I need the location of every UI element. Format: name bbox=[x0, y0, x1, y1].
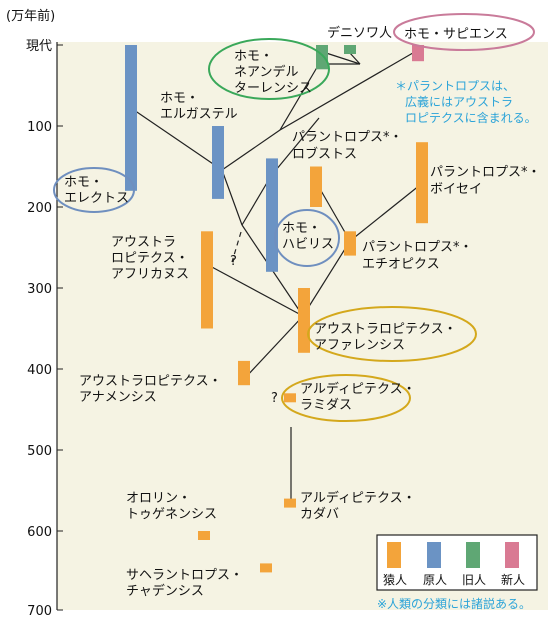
tick-label: 現代 bbox=[26, 39, 52, 54]
lineage-lines bbox=[130, 49, 421, 503]
species-bars bbox=[125, 45, 428, 573]
lineage-line bbox=[302, 240, 351, 317]
tick-label: 700 bbox=[27, 604, 52, 619]
bar-habilis bbox=[266, 158, 278, 272]
tick-label: 400 bbox=[27, 363, 52, 378]
bar-kadabba bbox=[284, 498, 296, 508]
label-neanderthal: ホモ・ ネアンデル ターレンシス bbox=[234, 49, 312, 96]
legend-label-old-man: 旧人 bbox=[462, 573, 486, 587]
label-aethiopicus: パラントロプス*・ エチオピクス bbox=[362, 240, 477, 272]
bar-afarensis bbox=[298, 288, 310, 353]
lineage-line bbox=[221, 169, 243, 226]
legend-swatch-primitive-man bbox=[427, 542, 441, 568]
label-habilis: ホモ・ ハビリス bbox=[282, 221, 334, 252]
label-africanus: アウストラ ロピテクス・ アフリカヌス bbox=[111, 235, 193, 282]
neanderthal-ellipse bbox=[208, 38, 330, 100]
label-afarensis: アウストラロピテクス・ アファレンシス bbox=[314, 322, 461, 353]
legend-swatch-old-man bbox=[466, 542, 480, 568]
afarensis-ellipse bbox=[307, 306, 477, 362]
erectus-ellipse bbox=[53, 167, 135, 213]
bar-aethiopicus bbox=[344, 231, 356, 256]
label-ramidus: アルディピテクス・ ラミダス bbox=[300, 381, 420, 413]
axis-unit-label: (万年前) bbox=[6, 8, 55, 24]
lineage-line bbox=[322, 51, 361, 65]
label-ergaster: ホモ・ エルガステル bbox=[160, 91, 238, 122]
label-erectus: ホモ・ エレクトス bbox=[64, 175, 129, 206]
label-tchadensis: サヘラントロプス・ チャデンシス bbox=[126, 568, 247, 599]
label-boisei: パラントロプス*・ ボイセイ bbox=[430, 165, 545, 197]
lineage-line bbox=[349, 184, 421, 242]
sapiens-ellipse bbox=[393, 13, 535, 51]
question-mark: ? bbox=[271, 391, 278, 406]
bar-boisei bbox=[416, 142, 428, 224]
bar-anamensis bbox=[238, 360, 250, 386]
label-kadabba: アルディピテクス・ カダバ bbox=[300, 490, 420, 522]
ramidus-ellipse bbox=[281, 374, 411, 422]
tick-label: 200 bbox=[27, 201, 52, 216]
axis-ticks bbox=[57, 44, 63, 611]
legend-label-new-man: 新人 bbox=[501, 572, 525, 587]
tick-label: 300 bbox=[27, 282, 52, 297]
label-robustus: パラントロプス*・ ロブストス bbox=[292, 130, 407, 162]
bar-ergaster bbox=[212, 126, 224, 199]
lineage-line bbox=[279, 49, 419, 131]
question-mark: ? bbox=[230, 254, 237, 269]
legend-swatch-ape-man bbox=[387, 542, 401, 568]
lineage-line bbox=[270, 117, 320, 177]
lineage-line bbox=[244, 315, 304, 379]
legend-label-primitive-man: 原人 bbox=[423, 573, 447, 587]
lineage-line bbox=[221, 129, 281, 171]
legend-label-ape-man: 猿人 bbox=[383, 572, 407, 587]
lineage-line bbox=[130, 107, 223, 171]
bar-tugenensis bbox=[198, 531, 210, 540]
bar-erectus bbox=[125, 45, 137, 191]
tick-label: 600 bbox=[27, 525, 52, 540]
bar-tchadensis bbox=[260, 563, 272, 573]
bar-ramidus bbox=[284, 393, 296, 403]
tick-label: 100 bbox=[27, 120, 52, 135]
tick-label: 500 bbox=[27, 444, 52, 459]
label-sapiens: ホモ・サピエンス bbox=[404, 27, 508, 42]
label-denisovan: デニソワ人 bbox=[327, 25, 392, 41]
note-paranthropus: ＊パラントロプスは、 広義にはアウストラ ロピテクスに含まれる。 bbox=[395, 79, 537, 125]
bar-denisovan bbox=[344, 45, 356, 54]
lineage-line bbox=[279, 63, 320, 131]
note-classification: ※人類の分類には諸説ある。 bbox=[377, 596, 531, 611]
label-tugenensis: オロリン・ トゥゲネンシス bbox=[126, 491, 217, 522]
bar-sapiens bbox=[412, 45, 424, 62]
bar-robustus bbox=[310, 166, 322, 207]
habilis-ellipse bbox=[274, 209, 340, 267]
lineage-line bbox=[209, 265, 304, 317]
legend: 猿人 原人 旧人 新人 bbox=[376, 534, 538, 591]
legend-swatch-new-man bbox=[505, 542, 519, 568]
label-anamensis: アウストラロピテクス・ アナメンシス bbox=[79, 374, 226, 405]
bar-africanus bbox=[201, 231, 213, 329]
bar-neanderthal bbox=[316, 45, 328, 70]
